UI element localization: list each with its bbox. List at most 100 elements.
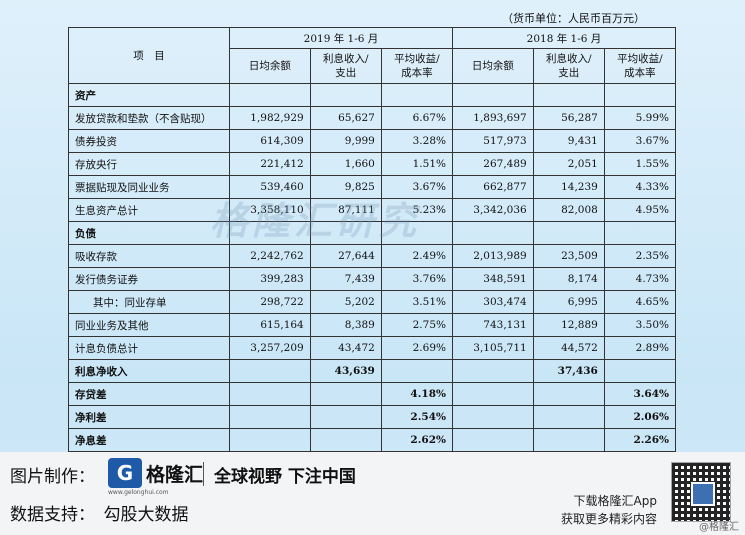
table-row: 计息负债总计 3,257,209 43,472 2.69% 3,105,711 44,57… [68, 336, 677, 360]
cell-i19: 8,389 [309, 313, 382, 337]
row-label: 其中：同业存单 [68, 290, 230, 314]
cell-r18 [603, 83, 677, 107]
table-row: 发放贷款和垫款（不含贴现） 1,982,929 65,627 6.67% 1,893,6… [68, 106, 677, 130]
cell-a18 [451, 83, 534, 107]
cell-a19: 399,283 [229, 267, 311, 291]
row-label: 存放央行 [68, 152, 230, 176]
cell-i18 [532, 405, 605, 429]
cell-a19 [229, 428, 311, 452]
cell-i18: 82,008 [532, 198, 605, 222]
table-row: 债券投资 614,309 9,999 3.28% 517,973 9,431 3.67% [68, 129, 677, 153]
cell-r18: 2.26% [603, 428, 677, 452]
cell-r19: 2.75% [380, 313, 453, 337]
cell-i19: 43,639 [309, 359, 382, 383]
row-label: 发放贷款和垫款（不含贴现） [68, 106, 230, 130]
cell-i18: 37,436 [532, 359, 605, 383]
col-rate-2018: 平均收益/成本率 [603, 48, 677, 84]
row-label: 净息差 [68, 428, 230, 452]
cell-i19: 9,999 [309, 129, 382, 153]
cell-a19: 614,309 [229, 129, 311, 153]
cell-r18: 3.64% [603, 382, 677, 406]
table-row: 发行债务证券 399,283 7,439 3.76% 348,591 8,174 4.73% [68, 267, 677, 291]
cell-r18: 2.35% [603, 244, 677, 268]
cell-i19 [309, 83, 382, 107]
cell-a19 [229, 382, 311, 406]
cell-a19 [229, 359, 311, 383]
cell-r19: 2.54% [380, 405, 453, 429]
cell-r18: 4.95% [603, 198, 677, 222]
col-rate-2019: 平均收益/成本率 [380, 48, 453, 84]
table-row: 净息差 2.62% 2.26% [68, 428, 677, 452]
table-row: 吸收存款 2,242,762 27,644 2.49% 2,013,989 23,509 2… [68, 244, 677, 268]
cell-r18: 4.33% [603, 175, 677, 199]
cell-i18 [532, 83, 605, 107]
cell-i19 [309, 382, 382, 406]
cell-r19: 3.28% [380, 129, 453, 153]
cell-r18: 3.67% [603, 129, 677, 153]
table-row: 存放央行 221,412 1,660 1.51% 267,489 2,051 1.55% [68, 152, 677, 176]
more-content-text: 获取更多精彩内容 [560, 512, 657, 526]
cell-r18: 4.65% [603, 290, 677, 314]
row-label: 同业业务及其他 [68, 313, 230, 337]
brand-domain: www.gelonghui.com [108, 489, 169, 496]
cell-i18 [532, 382, 605, 406]
row-label: 净利差 [68, 405, 230, 429]
cell-a18: 743,131 [451, 313, 534, 337]
cell-a19: 1,982,929 [229, 106, 311, 130]
cell-r18: 2.89% [603, 336, 677, 360]
cell-i18 [532, 428, 605, 452]
cell-r18 [603, 359, 677, 383]
cell-a18: 2,013,989 [451, 244, 534, 268]
col-int-2019: 利息收入/支出 [309, 48, 382, 84]
cell-r19 [380, 221, 453, 245]
cell-r18: 3.50% [603, 313, 677, 337]
cell-i19: 7,439 [309, 267, 382, 291]
cell-i19: 65,627 [309, 106, 382, 130]
slogan: 全球视野 下注中国 [214, 467, 356, 487]
cell-r19: 3.76% [380, 267, 453, 291]
cell-a18: 348,591 [451, 267, 534, 291]
cell-i18: 12,889 [532, 313, 605, 337]
divider [203, 462, 204, 486]
cell-i18: 2,051 [532, 152, 605, 176]
cell-i19 [309, 221, 382, 245]
cell-a18 [451, 221, 534, 245]
cell-i19: 5,202 [309, 290, 382, 314]
cell-a18: 1,893,697 [451, 106, 534, 130]
cell-a19: 615,164 [229, 313, 311, 337]
cell-i19: 27,644 [309, 244, 382, 268]
cell-i19: 9,825 [309, 175, 382, 199]
brand-name: 格隆汇 [146, 464, 204, 486]
cell-a18: 267,489 [451, 152, 534, 176]
cell-a18 [451, 382, 534, 406]
cell-r19: 3.67% [380, 175, 453, 199]
period-2019-header: 2019 年 1-6 月 [229, 27, 453, 49]
cell-a19: 2,242,762 [229, 244, 311, 268]
cell-a19: 221,412 [229, 152, 311, 176]
data-support: 数据支持： 勾股大数据 [10, 505, 189, 525]
cell-i19: 43,472 [309, 336, 382, 360]
table-row: 存贷差 4.18% 3.64% [68, 382, 677, 406]
table-row: 生息资产总计 3,358,110 87,111 5.23% 3,342,036 82,00… [68, 198, 677, 222]
cell-r19 [380, 83, 453, 107]
cell-r18: 2.06% [603, 405, 677, 429]
col-avg-2019: 日均余额 [229, 48, 311, 84]
row-label: 发行债务证券 [68, 267, 230, 291]
table-row: 净利差 2.54% 2.06% [68, 405, 677, 429]
cell-r19 [380, 359, 453, 383]
cell-r19: 2.62% [380, 428, 453, 452]
cell-a19 [229, 405, 311, 429]
unit-note: （货币单位：人民币百万元） [502, 12, 645, 25]
cell-a19: 3,257,209 [229, 336, 311, 360]
qr-code-icon[interactable] [671, 462, 731, 522]
cell-a18: 662,877 [451, 175, 534, 199]
cell-a18 [451, 359, 534, 383]
cell-i18 [532, 221, 605, 245]
cell-r19: 2.49% [380, 244, 453, 268]
cell-i19 [309, 405, 382, 429]
footer-banner: 图片制作： G 格隆汇 www.gelonghui.com 全球视野 下注中国 … [0, 452, 745, 535]
cell-i19 [309, 428, 382, 452]
cell-r19: 1.51% [380, 152, 453, 176]
row-label: 利息净收入 [68, 359, 230, 383]
cell-r19: 4.18% [380, 382, 453, 406]
